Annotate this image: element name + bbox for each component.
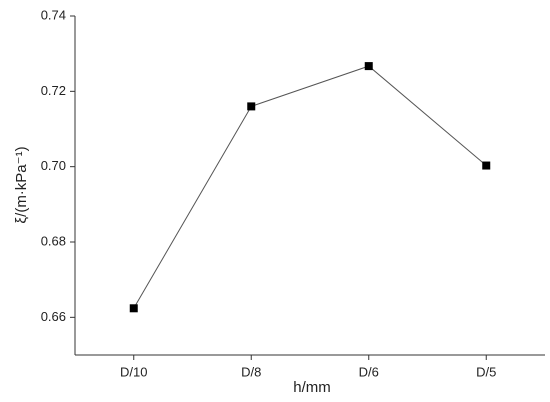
marker bbox=[364, 62, 373, 71]
x-tick-label: D/5 bbox=[476, 364, 496, 379]
marker bbox=[247, 102, 256, 111]
x-tick-label: D/8 bbox=[241, 364, 261, 379]
x-axis-label: h/mm bbox=[293, 379, 331, 396]
y-tick-label: 0.68 bbox=[41, 233, 66, 248]
x-tick-label: D/6 bbox=[359, 364, 379, 379]
marker bbox=[482, 161, 491, 170]
y-tick-label: 0.70 bbox=[41, 158, 66, 173]
y-axis-label: ξ/(m·kPa⁻¹) bbox=[13, 146, 30, 223]
x-tick-label: D/10 bbox=[120, 364, 147, 379]
line bbox=[133, 65, 487, 309]
marker bbox=[129, 304, 138, 313]
y-tick-label: 0.72 bbox=[41, 83, 66, 98]
y-tick-label: 0.74 bbox=[41, 7, 66, 22]
y-tick-label: 0.66 bbox=[41, 309, 66, 324]
